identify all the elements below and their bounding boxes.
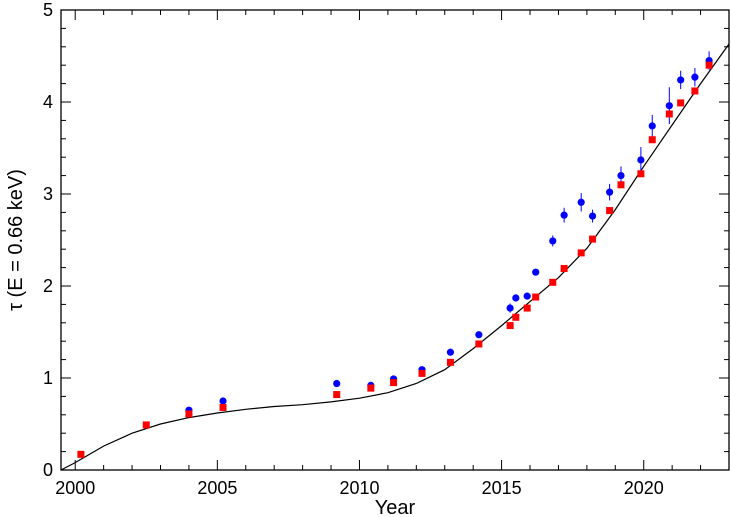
model-curve-layer xyxy=(60,43,730,471)
data-point-square xyxy=(142,421,150,429)
data-point-square xyxy=(418,369,426,377)
data-point-circle xyxy=(617,172,625,180)
y-tick-label: 3 xyxy=(43,184,53,204)
x-tick-label: 2015 xyxy=(482,478,522,498)
data-point-square xyxy=(617,181,625,189)
y-tick-label: 1 xyxy=(43,368,53,388)
data-point-square xyxy=(475,340,483,348)
x-tick-label: 2000 xyxy=(55,478,95,498)
plot-frame xyxy=(60,9,730,471)
data-point-square xyxy=(677,99,685,107)
x-axis-title: Year xyxy=(375,497,416,517)
data-point-circle xyxy=(588,212,597,220)
data-point-square xyxy=(506,322,514,330)
data-point-circle xyxy=(648,122,656,130)
data-point-square xyxy=(532,293,540,301)
y-tick-label: 5 xyxy=(43,0,53,20)
data-point-square xyxy=(606,207,614,215)
data-point-square xyxy=(549,278,557,286)
data-point-square xyxy=(219,403,227,411)
data-point-circle xyxy=(637,156,645,164)
data-point-circle xyxy=(512,294,520,302)
data-point-circle xyxy=(446,348,455,356)
data-point-circle xyxy=(577,198,585,206)
data-point-square xyxy=(589,235,597,243)
data-point-square xyxy=(333,391,341,399)
y-tick-label: 2 xyxy=(43,276,53,296)
y-axis-title: τ (E = 0.66 keV) xyxy=(5,169,27,311)
data-point-circle xyxy=(549,237,557,245)
data-point-circle xyxy=(691,73,699,81)
data-point-square xyxy=(691,87,699,95)
data-point-square xyxy=(560,265,568,273)
data-point-circle xyxy=(506,304,514,312)
data-point-square xyxy=(512,313,520,321)
model-curve xyxy=(60,43,730,471)
y-tick-label: 0 xyxy=(43,460,53,480)
data-point-square xyxy=(637,170,645,178)
data-point-circle xyxy=(219,397,227,405)
y-tick-label: 4 xyxy=(43,92,53,112)
data-point-square xyxy=(705,61,713,69)
data-point-square xyxy=(390,379,398,387)
data-point-circle xyxy=(475,331,483,339)
x-tick-label: 2020 xyxy=(624,478,664,498)
data-point-square xyxy=(577,249,585,257)
data-point-square xyxy=(77,450,85,458)
axis-ticks xyxy=(61,9,730,471)
data-point-circle xyxy=(523,292,531,300)
data-point-circle xyxy=(333,379,341,388)
x-tick-label: 2005 xyxy=(197,478,237,498)
data-point-square xyxy=(665,110,673,118)
data-point-circle xyxy=(665,102,673,110)
data-point-circle xyxy=(606,188,614,196)
data-point-circle xyxy=(532,268,540,276)
axis-tick-labels: 2000 2005 2010 2015 2020 0 1 2 3 4 5 xyxy=(43,0,664,498)
x-tick-label: 2010 xyxy=(339,478,379,498)
data-point-circle xyxy=(677,76,685,84)
data-point-square xyxy=(185,410,193,418)
data-points-layer xyxy=(77,51,713,458)
data-point-square xyxy=(648,136,656,144)
data-point-square xyxy=(523,304,531,312)
data-point-circle xyxy=(560,211,568,219)
data-point-square xyxy=(446,358,454,366)
data-point-square xyxy=(367,384,375,392)
